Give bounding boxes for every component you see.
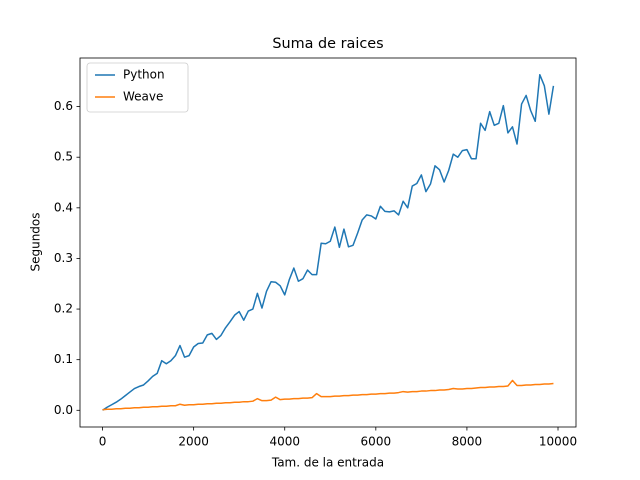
x-axis-label: Tam. de la entrada [271, 456, 384, 470]
x-tick-label: 6000 [361, 435, 392, 449]
line-series [102, 379, 554, 411]
y-tick-label: 0.2 [54, 302, 73, 316]
x-tick-label: 8000 [452, 435, 483, 449]
y-tick-label: 0.6 [54, 99, 73, 113]
x-tick-label: 2000 [178, 435, 209, 449]
line-series [102, 73, 555, 411]
x-tick-label: 10000 [539, 435, 577, 449]
chart-title: Suma de raices [272, 36, 383, 52]
y-tick-label: 0.5 [54, 150, 73, 164]
y-axis-label: Segundos [29, 212, 43, 271]
x-tick-label: 4000 [269, 435, 300, 449]
y-tick-label: 0.1 [54, 352, 73, 366]
axes-frame [79, 57, 577, 428]
x-tick-label: 0 [99, 435, 107, 449]
y-tick-label: 0.4 [54, 200, 73, 214]
legend-label: Python [123, 68, 165, 82]
y-tick-label: 0.3 [54, 251, 73, 265]
legend-label: Weave [123, 90, 163, 104]
y-tick-label: 0.0 [54, 403, 73, 417]
